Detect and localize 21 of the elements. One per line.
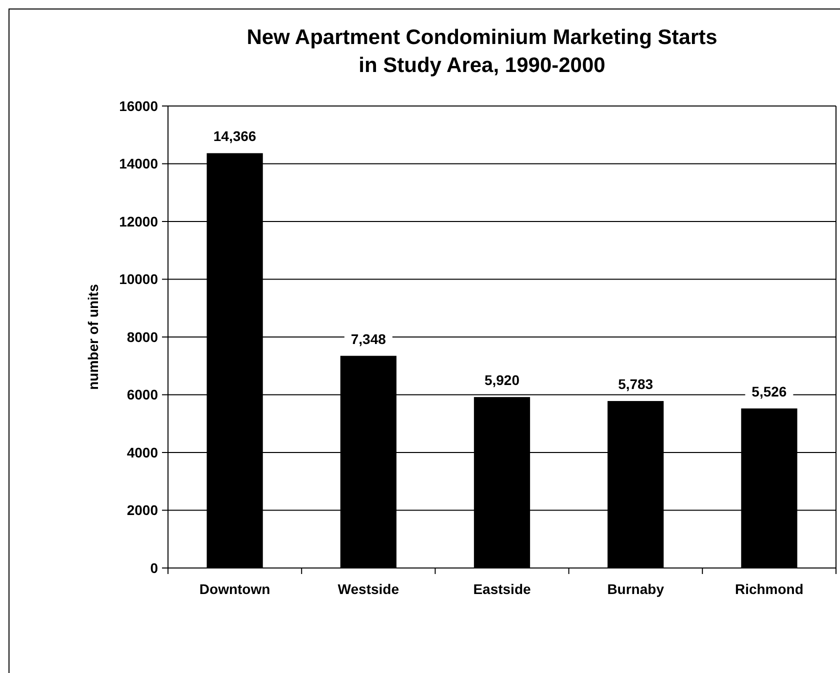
x-tick-label: Burnaby — [607, 581, 664, 597]
y-tick-label: 14000 — [119, 156, 158, 172]
y-tick-label: 2000 — [126, 502, 158, 518]
y-tick-label: 6000 — [126, 386, 158, 403]
chart-title: New Apartment Condominium Marketing Starts in Study Area, 1990-2000 — [246, 26, 718, 77]
data-label: 7,348 — [350, 330, 386, 347]
y-tick-label: 0 — [150, 560, 158, 576]
data-label: 5,920 — [484, 372, 520, 388]
x-tick-label: Richmond — [734, 581, 804, 597]
y-tick-label: 16000 — [119, 98, 158, 114]
x-tick-label: Westside — [338, 581, 400, 597]
x-tick-label: Downtown — [199, 581, 270, 597]
y-tick-label: 8000 — [126, 328, 158, 345]
y-axis-title: number of units — [85, 284, 101, 390]
data-label: 5,783 — [618, 376, 654, 392]
y-tick-label: 4000 — [126, 444, 158, 460]
data-label: 5,526 — [752, 383, 787, 400]
y-tick-label: 12000 — [119, 213, 158, 230]
y-tick-label: 10000 — [119, 271, 158, 288]
x-tick-label: Eastside — [473, 581, 532, 597]
data-label: 14,366 — [213, 128, 256, 144]
